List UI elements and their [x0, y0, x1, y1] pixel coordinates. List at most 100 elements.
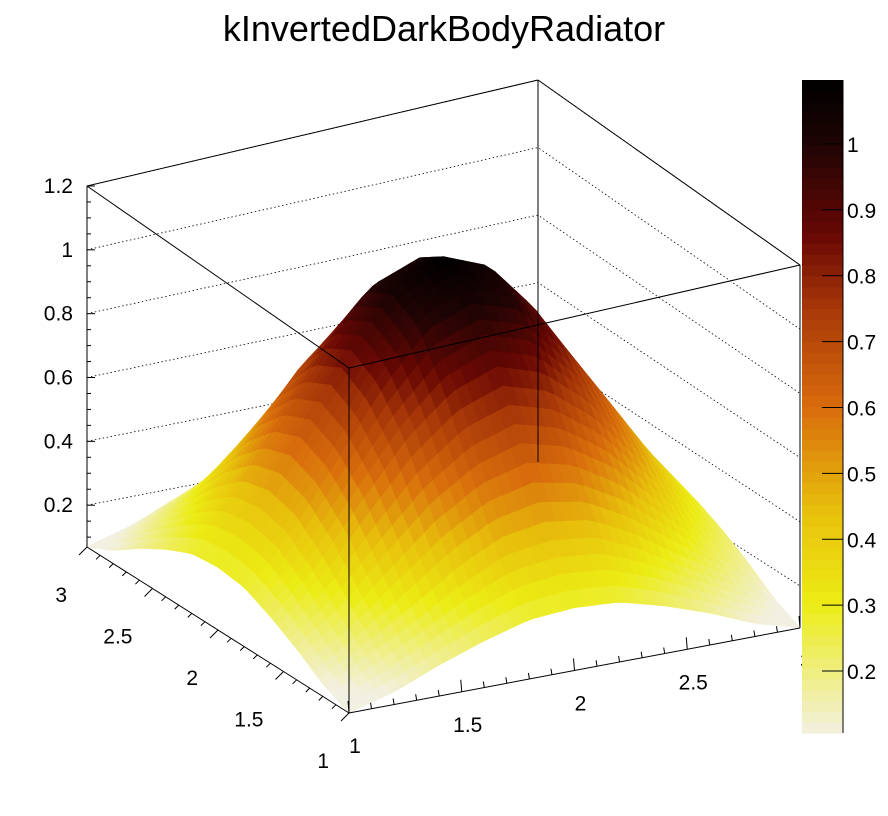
- colorbar-tick-label: 0.6: [847, 397, 876, 420]
- colorbar-tick-label: 0.9: [847, 200, 876, 223]
- colorbar-band: [802, 243, 843, 255]
- colorbar-band: [802, 656, 843, 669]
- colorbar-tick-label: 0.8: [847, 266, 876, 289]
- colorbar-band: [802, 188, 843, 201]
- x-tick: [573, 658, 575, 671]
- y-tick: [292, 679, 297, 685]
- y-tick: [121, 571, 127, 577]
- y-tick: [144, 588, 153, 597]
- x-tick: [730, 634, 733, 641]
- colorbar-tick-label: 0.2: [847, 661, 876, 684]
- colorbar-band: [802, 569, 843, 582]
- colorbar-band: [802, 156, 843, 168]
- x-tick: [347, 700, 350, 714]
- y-tick: [200, 621, 206, 627]
- x-tick: [437, 689, 440, 697]
- x-tick: [460, 679, 463, 692]
- colorbar-band: [802, 428, 843, 440]
- z-tick-label: 1: [61, 239, 73, 262]
- colorbar-band: [802, 591, 843, 603]
- y-tick: [161, 596, 166, 602]
- colorbar-band: [802, 275, 843, 288]
- colorbar-band: [802, 635, 843, 647]
- colorbar-band: [802, 286, 843, 299]
- colorbar-band: [802, 373, 843, 386]
- colorbar-band: [802, 330, 843, 342]
- y-tick: [95, 554, 101, 560]
- y-tick: [226, 637, 232, 643]
- x-tick: [775, 626, 778, 633]
- colorbar-band: [802, 134, 843, 146]
- colorbar-band: [802, 678, 843, 691]
- colorbar-band: [802, 439, 843, 451]
- z-tick-label: 1.2: [44, 175, 73, 198]
- colorbar-band: [802, 689, 843, 701]
- top-edge: [537, 79, 801, 266]
- colorbar-band: [802, 308, 843, 321]
- x-tick: [505, 677, 508, 684]
- x-tick: [640, 651, 643, 658]
- y-tick: [252, 654, 258, 660]
- colorbar-band: [802, 199, 843, 212]
- colorbar: 0.2 0.3 0.4 0.5 0.6 0.7 0.8 0.9 1: [802, 80, 877, 734]
- x-tick: [370, 702, 373, 709]
- y-tick-label: 3: [55, 584, 67, 607]
- colorbar-band: [802, 90, 843, 103]
- y-tick: [209, 629, 219, 639]
- z-tick-label: 0.6: [44, 367, 73, 390]
- colorbar-band: [802, 645, 843, 658]
- x-tick-label: 2.5: [679, 671, 708, 694]
- colorbar-tick-label: 1: [847, 134, 859, 157]
- colorbar-band: [802, 395, 843, 408]
- colorbar-band: [802, 221, 843, 233]
- colorbar-band: [802, 460, 843, 473]
- axes: 0.20.40.60.811.211.522.5311.522.53: [44, 175, 812, 773]
- colorbar-band: [802, 450, 843, 462]
- colorbar-band: [802, 232, 843, 244]
- y-tick: [331, 704, 337, 710]
- colorbar-band: [802, 167, 843, 179]
- x-tick: [798, 615, 801, 629]
- x-tick: [550, 668, 553, 675]
- y-tick: [78, 546, 88, 556]
- y-tick: [174, 604, 180, 610]
- colorbar-band: [802, 123, 843, 136]
- colorbar-band: [802, 384, 843, 397]
- colorbar-band: [802, 112, 843, 125]
- colorbar-band: [802, 537, 843, 549]
- x-tick: [663, 647, 666, 654]
- colorbar-band: [802, 210, 843, 223]
- x-tick: [753, 630, 756, 637]
- z-tick-label: 0.2: [44, 494, 73, 517]
- colorbar-band: [802, 547, 843, 560]
- x-tick: [685, 637, 688, 650]
- x-tick: [595, 660, 598, 667]
- y-tick: [108, 563, 114, 568]
- colorbar-band: [802, 482, 843, 495]
- colorbar-band: [802, 667, 843, 680]
- surface: [85, 256, 801, 714]
- x-tick: [392, 698, 395, 705]
- colorbar-tick-label: 0.7: [847, 332, 876, 355]
- z-tick-label: 0.8: [44, 303, 73, 326]
- y-tick-label: 2.5: [103, 626, 132, 649]
- colorbar-band: [802, 341, 843, 353]
- colorbar-band: [802, 602, 843, 614]
- colorbar-band: [802, 265, 843, 277]
- colorbar-band: [802, 297, 843, 310]
- y-tick: [266, 662, 271, 668]
- x-tick: [527, 672, 530, 680]
- y-tick: [305, 687, 311, 693]
- colorbar-tick-label: 0.5: [847, 463, 876, 486]
- x-tick: [618, 655, 621, 663]
- colorbar-band: [802, 352, 843, 364]
- colorbar-band: [802, 406, 843, 418]
- x-tick-label: 1.5: [453, 714, 482, 737]
- y-tick-label: 1.5: [234, 709, 263, 732]
- colorbar-band: [802, 254, 843, 266]
- colorbar-band: [802, 80, 843, 92]
- x-tick: [482, 681, 485, 688]
- box-frame: [86, 79, 801, 714]
- y-tick: [340, 712, 350, 722]
